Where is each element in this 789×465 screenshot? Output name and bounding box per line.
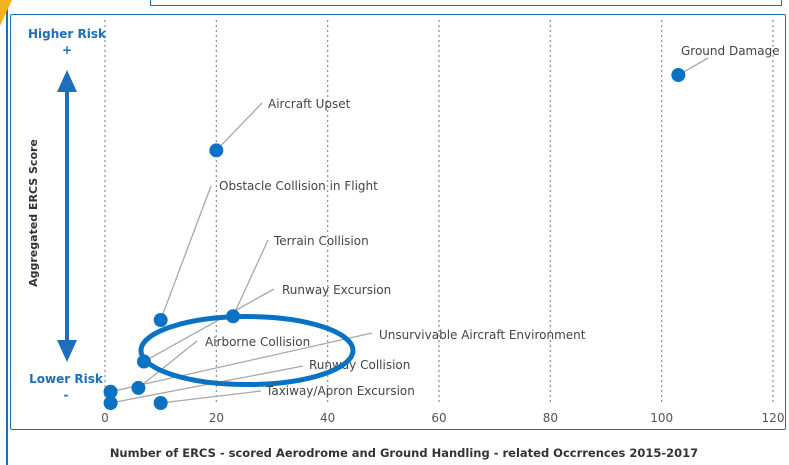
point-label: Unsurvivable Aircraft Environment [379, 328, 586, 342]
point-label: Terrain Collision [273, 234, 369, 248]
point-label: Runway Excursion [282, 283, 391, 297]
data-point [153, 313, 168, 328]
risk-arrow-down-head [57, 340, 77, 362]
x-tick-label: 120 [762, 411, 785, 425]
higher-risk-sign: + [62, 43, 72, 57]
data-point [103, 384, 118, 399]
leader-lines [110, 57, 709, 404]
leader-line [215, 102, 263, 151]
x-tick-label: 40 [320, 411, 335, 425]
point-label: Runway Collision [309, 358, 410, 372]
x-tick-label: 0 [101, 411, 109, 425]
point-label: Taxiway/Apron Excursion [265, 384, 415, 398]
x-tick-label: 60 [431, 411, 446, 425]
y-axis-label: Aggregated ERCS Score [27, 139, 40, 287]
x-tick-labels: 0 20 40 60 80 100 120 [101, 411, 784, 425]
point-label: Obstacle Collision in Flight [219, 179, 378, 193]
lower-risk-label: Lower Risk [29, 372, 104, 386]
leader-line [232, 239, 269, 317]
highlight-layer [138, 314, 356, 388]
x-tick-label: 20 [209, 411, 224, 425]
highlight-ellipse [138, 314, 356, 388]
data-point [131, 380, 146, 395]
lower-risk-sign: - [64, 388, 69, 402]
data-point [103, 396, 118, 410]
leader-line [160, 185, 212, 321]
chart-frame [10, 14, 786, 430]
x-tick-label: 80 [543, 411, 558, 425]
x-axis-label: Number of ERCS - scored Aerodrome and Gr… [110, 446, 698, 460]
point-label: Airborne Collision [205, 335, 310, 349]
page-frame-left [6, 0, 8, 465]
point-label: Ground Damage [681, 44, 780, 58]
leader-line [137, 340, 198, 389]
top-frame-strip [150, 0, 782, 6]
point-label: Aircraft Upset [268, 97, 351, 111]
leader-line [143, 288, 275, 363]
corner-tab [0, 0, 12, 26]
data-point [671, 68, 686, 83]
leader-line [110, 332, 373, 393]
data-point [209, 143, 224, 158]
grid-lines [104, 20, 774, 404]
data-point [153, 396, 168, 410]
higher-risk-label: Higher Risk [28, 27, 107, 41]
point-labels: Ground Damage Aircraft Upset Obstacle Coll… [205, 44, 780, 398]
risk-arrow-up-head [57, 70, 77, 92]
x-tick-label: 100 [650, 411, 673, 425]
leader-line [160, 390, 262, 404]
